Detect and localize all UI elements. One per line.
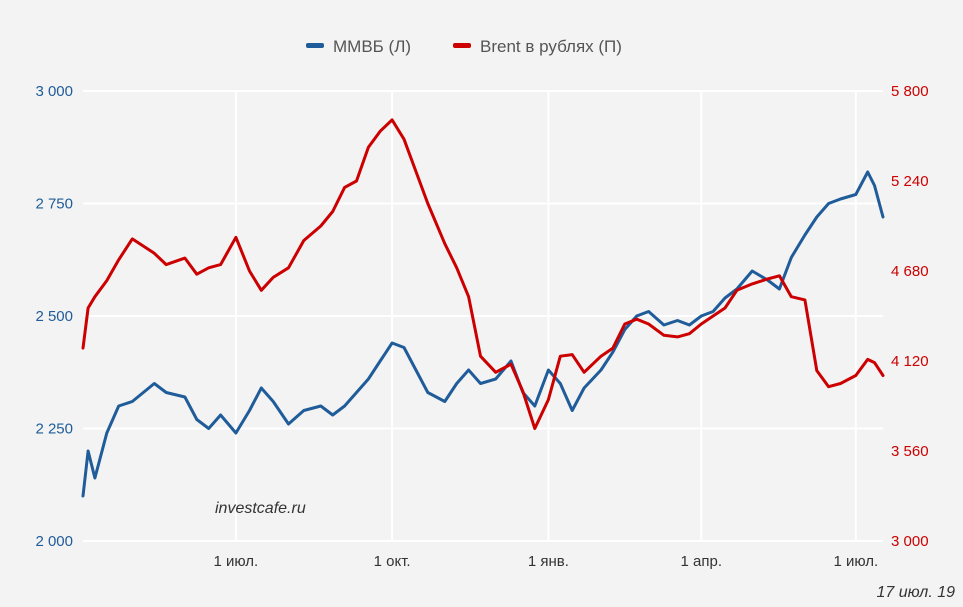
legend-item-left[interactable]: ММВБ (Л) <box>306 37 411 56</box>
x-axis: 1 июл. 1 окт. 1 янв. 1 апр. 1 июл. <box>213 553 878 570</box>
left-tick-label: 2 750 <box>35 196 73 213</box>
series-layer <box>81 118 885 498</box>
legend: ММВБ (Л) Brent в рублях (П) <box>306 37 622 56</box>
legend-swatch-left <box>306 43 324 48</box>
right-tick-label: 5 800 <box>891 83 929 100</box>
series-line-brent[interactable] <box>81 118 885 430</box>
series-line-mmvb[interactable] <box>81 170 885 498</box>
legend-swatch-right <box>453 43 471 48</box>
right-tick-label: 4 120 <box>891 353 929 370</box>
right-tick-label: 3 560 <box>891 443 929 460</box>
watermark: investcafe.ru <box>215 500 306 517</box>
right-tick-label: 3 000 <box>891 533 929 550</box>
left-tick-label: 3 000 <box>35 83 73 100</box>
legend-item-right[interactable]: Brent в рублях (П) <box>453 37 622 56</box>
date-stamp: 17 июл. 19 <box>876 584 955 601</box>
right-tick-label: 4 680 <box>891 263 929 280</box>
grid <box>83 90 883 542</box>
left-tick-label: 2 250 <box>35 421 73 438</box>
legend-label-right: Brent в рублях (П) <box>480 37 622 56</box>
left-tick-label: 2 000 <box>35 533 73 550</box>
legend-label-left: ММВБ (Л) <box>333 37 411 56</box>
x-tick-label: 1 апр. <box>681 553 722 570</box>
left-tick-label: 2 500 <box>35 308 73 325</box>
right-tick-label: 5 240 <box>891 173 929 190</box>
x-tick-label: 1 июл. <box>213 553 258 570</box>
left-axis: 2 000 2 250 2 500 2 750 3 000 <box>35 83 73 550</box>
x-tick-label: 1 янв. <box>528 553 569 570</box>
right-axis: 3 000 3 560 4 120 4 680 5 240 5 800 <box>891 83 929 550</box>
x-tick-label: 1 окт. <box>374 553 411 570</box>
x-tick-label: 1 июл. <box>833 553 878 570</box>
